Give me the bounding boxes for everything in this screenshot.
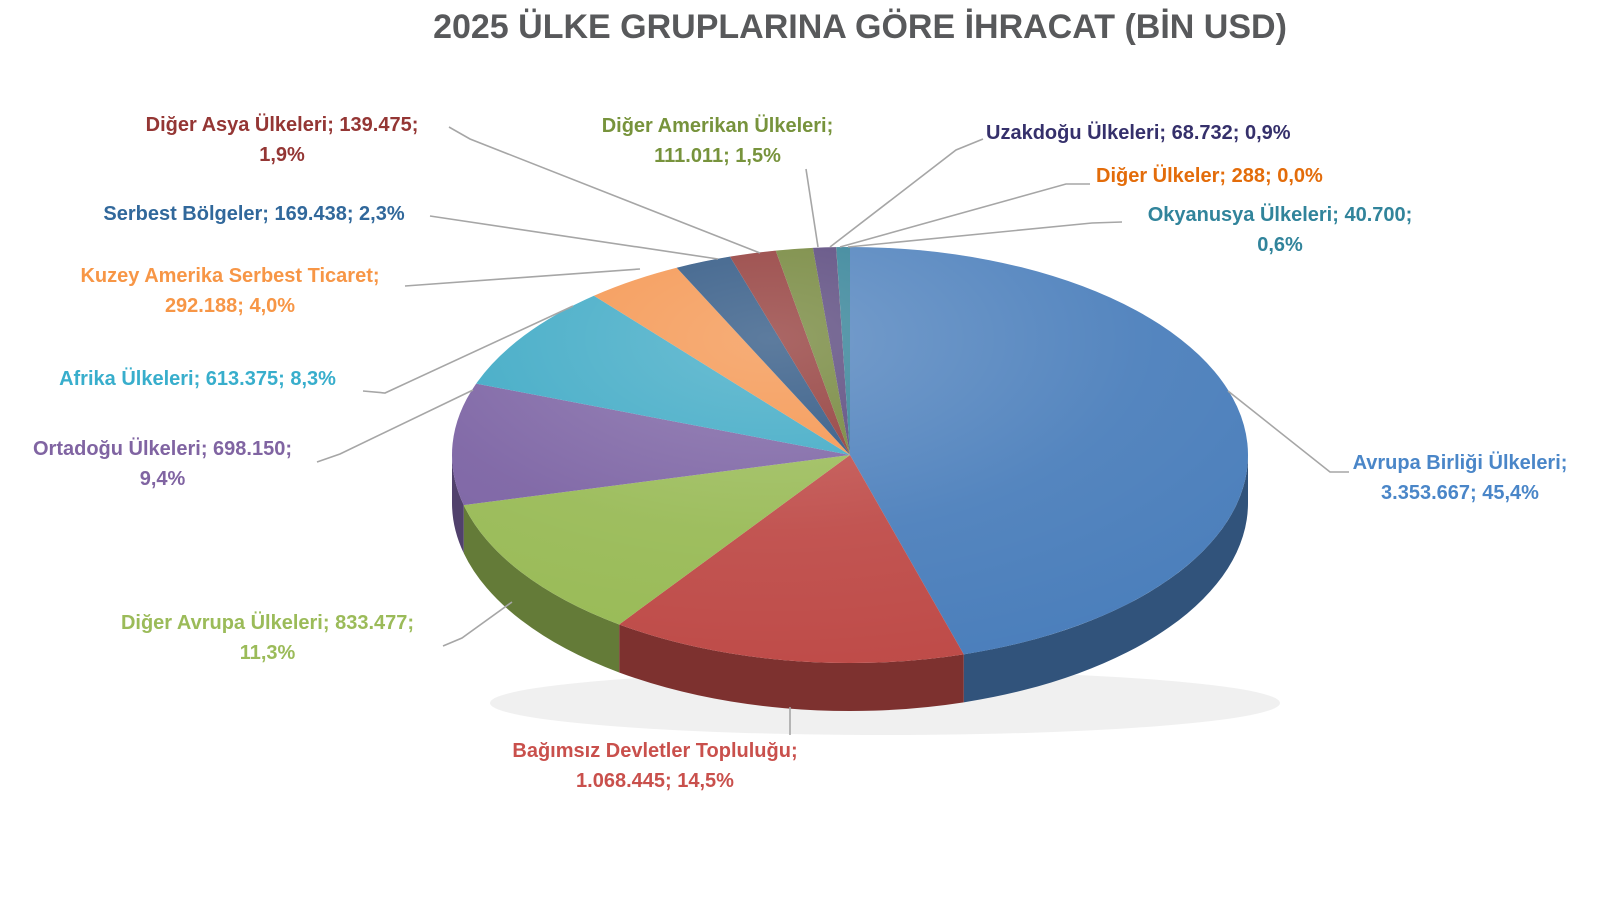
data-label-line: Diğer Asya Ülkeleri; 139.475; xyxy=(145,114,419,136)
data-label-line: 0,6% xyxy=(1257,234,1303,256)
data-label-avrupa-birligi: Avrupa Birliği Ülkeleri; 3.353.667; 45,4% xyxy=(1310,448,1600,508)
data-label-bagimsiz-devletler: Bağımsız Devletler Topluluğu; 1.068.445; … xyxy=(480,736,830,796)
data-label-diger-ulkeler: Diğer Ülkeler; 288; 0,0% xyxy=(1096,161,1376,191)
data-label-line: Diğer Amerikan Ülkeleri; xyxy=(601,115,834,137)
leader-line-afrika xyxy=(362,305,574,394)
data-label-line: Uzakdoğu Ülkeleri; 68.732; 0,9% xyxy=(986,122,1291,144)
leader-line-diger-avrupa xyxy=(442,601,513,647)
data-label-line: 111.011; 1,5% xyxy=(654,145,781,167)
data-label-line: 9,4% xyxy=(139,468,186,490)
data-label-line: 292.188; 4,0% xyxy=(164,295,296,317)
data-label-diger-asya: Diğer Asya Ülkeleri; 139.475; 1,9% xyxy=(112,110,452,170)
data-label-line: Diğer Ülkeler; 288; 0,0% xyxy=(1096,165,1323,187)
data-label-line: Afrika Ülkeleri; 613.375; 8,3% xyxy=(59,368,336,390)
data-label-line: Kuzey Amerika Serbest Ticaret; xyxy=(80,265,380,287)
leader-line-kuzey-amerika xyxy=(404,268,641,287)
leader-line-diger-ulkeler xyxy=(839,183,1090,248)
leader-line-ortadogu xyxy=(316,389,474,463)
data-label-okyanusya: Okyanusya Ülkeleri; 40.700; 0,6% xyxy=(1110,200,1450,260)
leader-line-diger-amerikan xyxy=(805,168,819,248)
data-label-afrika: Afrika Ülkeleri; 613.375; 8,3% xyxy=(30,364,365,394)
pie-rim-bagimsiz-devletler xyxy=(619,624,964,711)
data-label-kuzey-amerika: Kuzey Amerika Serbest Ticaret; 292.188; 4… xyxy=(55,261,405,321)
leader-line-uzakdogu xyxy=(829,138,984,248)
leader-line-avrupa-birligi xyxy=(1227,390,1349,473)
leader-line-serbest-bolgeler xyxy=(429,215,719,260)
chart-title: 2025 ÜLKE GRUPLARINA GÖRE İHRACAT (BİN U… xyxy=(433,8,1287,46)
data-label-line: Bağımsız Devletler Topluluğu; xyxy=(512,740,798,762)
data-label-line: Ortadoğu Ülkeleri; 698.150; xyxy=(33,438,292,460)
data-label-line: Avrupa Birliği Ülkeleri; xyxy=(1352,452,1568,474)
data-label-serbest-bolgeler: Serbest Bölgeler; 169.438; 2,3% xyxy=(78,199,430,229)
data-label-line: 1,9% xyxy=(259,144,305,166)
data-label-line: Serbest Bölgeler; 169.438; 2,3% xyxy=(103,203,405,225)
data-label-uzakdogu: Uzakdoğu Ülkeleri; 68.732; 0,9% xyxy=(986,118,1316,148)
data-label-line: 3.353.667; 45,4% xyxy=(1381,482,1539,504)
leader-line-okyanusya xyxy=(847,221,1123,248)
data-label-line: Diğer Avrupa Ülkeleri; 833.477; xyxy=(120,612,415,634)
data-label-ortadogu: Ortadoğu Ülkeleri; 698.150; 9,4% xyxy=(10,434,315,494)
data-label-line: Okyanusya Ülkeleri; 40.700; xyxy=(1147,204,1413,226)
data-label-line: 11,3% xyxy=(239,642,296,664)
data-label-line: 1.068.445; 14,5% xyxy=(576,770,734,792)
data-label-diger-amerikan: Diğer Amerikan Ülkeleri; 111.011; 1,5% xyxy=(570,111,865,171)
leader-line-diger-asya xyxy=(448,126,761,254)
data-label-diger-avrupa: Diğer Avrupa Ülkeleri; 833.477; 11,3% xyxy=(90,608,445,668)
